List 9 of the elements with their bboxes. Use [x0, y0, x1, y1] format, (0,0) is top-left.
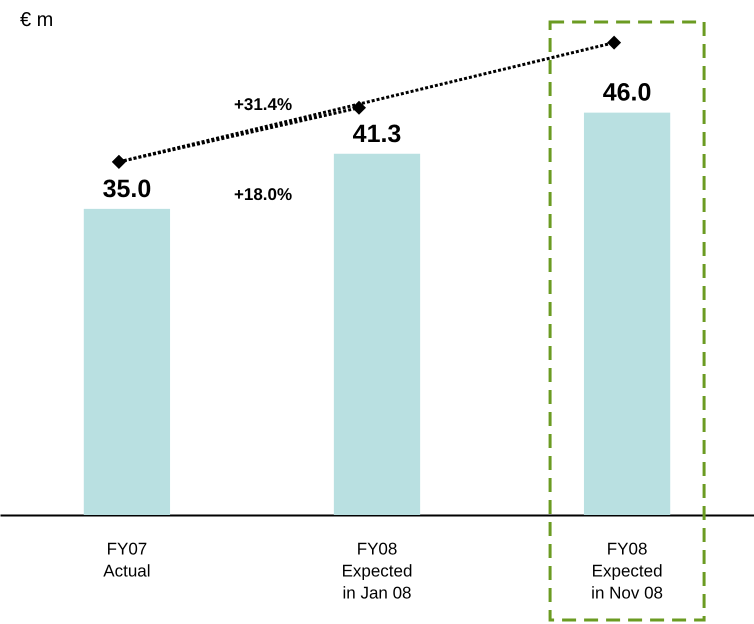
annotation: +31.4%	[234, 95, 292, 114]
annotation: +18.0%	[234, 185, 292, 204]
data-label: 35.0	[102, 174, 152, 203]
y-axis-title: € m	[20, 9, 54, 31]
x-tick-label: FY08 Expected in Jan 08	[342, 540, 412, 602]
data-label: 41.3	[352, 120, 402, 148]
data-label: 46.0	[602, 78, 652, 107]
x-tick-label: FY07 Actual	[103, 540, 151, 580]
x-tick-label: FY08 Expected in Nov 08	[591, 540, 663, 602]
